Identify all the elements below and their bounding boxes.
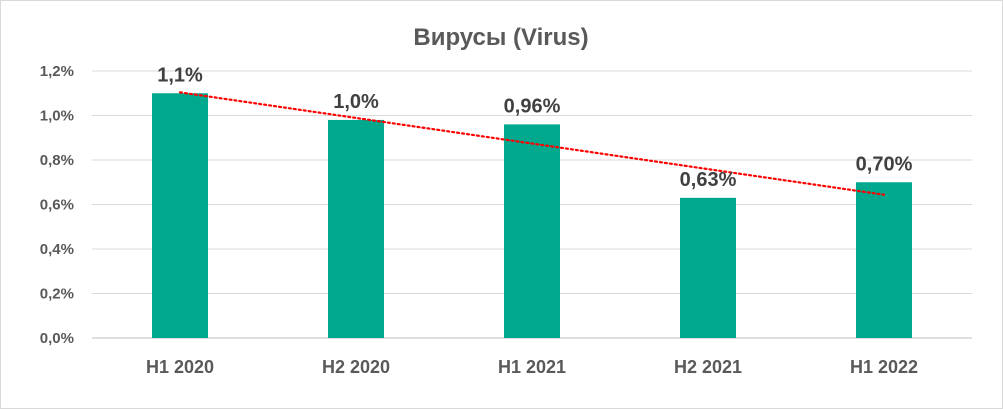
data-label: 0,96%	[504, 95, 561, 117]
y-tick-label: 0,4%	[40, 241, 74, 258]
trendline	[178, 91, 886, 196]
x-axis-ticks: H1 2020 H2 2020 H1 2021 H2 2021 H1 2022	[146, 357, 918, 377]
y-tick-label: 1,0%	[40, 108, 74, 125]
x-tick-label: H2 2021	[674, 357, 742, 377]
data-label: 0,70%	[856, 153, 913, 175]
y-tick-label: 0,0%	[40, 330, 74, 347]
chart-title: Вирусы (Virus)	[413, 24, 588, 51]
bars	[152, 93, 912, 339]
y-tick-label: 0,2%	[40, 286, 74, 303]
x-tick-label: H1 2022	[850, 357, 918, 377]
data-label: 1,1%	[157, 64, 203, 86]
data-labels: 1,1% 1,0% 0,96% 0,63% 0,70%	[157, 64, 912, 191]
trendline-group	[178, 91, 886, 196]
y-tick-label: 1,2%	[40, 63, 74, 80]
bar	[328, 119, 384, 338]
bar	[680, 197, 736, 338]
y-axis-ticks: 0,0% 0,2% 0,4% 0,6% 0,8% 1,0% 1,2%	[40, 63, 74, 347]
bar	[856, 182, 912, 338]
x-tick-label: H2 2020	[322, 357, 390, 377]
data-label: 0,63%	[680, 169, 737, 191]
y-tick-label: 0,8%	[40, 152, 74, 169]
y-tick-label: 0,6%	[40, 197, 74, 214]
x-tick-label: H1 2020	[146, 357, 214, 377]
bar	[152, 93, 208, 338]
data-label: 1,0%	[333, 91, 379, 113]
x-tick-label: H1 2021	[498, 357, 566, 377]
bar	[504, 124, 560, 339]
